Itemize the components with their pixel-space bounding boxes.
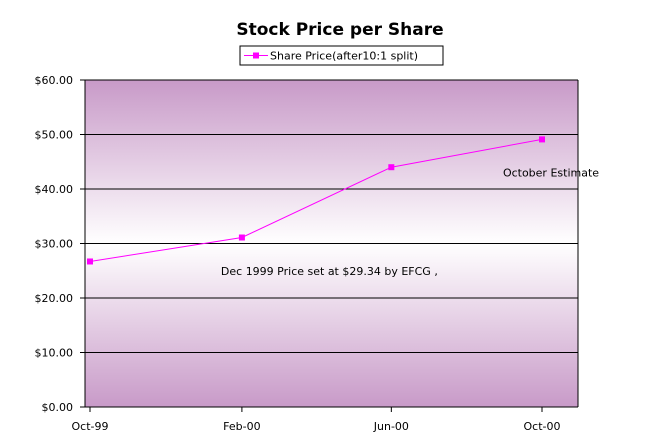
y-tick-label: $30.00 [35, 238, 74, 251]
data-point [388, 164, 395, 171]
y-tick-label: $10.00 [35, 347, 74, 360]
series-line [89, 138, 543, 262]
legend-label: Share Price(after10:1 split) [270, 50, 418, 63]
annotation: October Estimate [503, 167, 599, 180]
legend-marker [253, 52, 259, 59]
y-tick-label: $40.00 [35, 183, 74, 196]
y-tick-label: $0.00 [42, 401, 74, 414]
x-tick-label: Jun-00 [373, 420, 409, 433]
grid [85, 79, 578, 408]
data-point [87, 258, 93, 265]
y-tick-label: $20.00 [35, 292, 74, 305]
annotation: Dec 1999 Price set at $29.34 by EFCG , [221, 265, 438, 278]
series-markers [87, 136, 545, 265]
legend-box [239, 45, 444, 66]
annotations: Dec 1999 Price set at $29.34 by EFCG , Oc… [221, 167, 599, 278]
legend: Share Price(after10:1 split) [239, 45, 444, 66]
data-point [539, 136, 545, 143]
x-axis-ticks: Oct-99 Feb-00 Jun-00 Oct-00 [72, 407, 561, 433]
data-point [238, 234, 245, 241]
x-tick-label: Feb-00 [223, 420, 260, 433]
x-tick-label: Oct-99 [72, 420, 109, 433]
chart-title: Stock Price per Share [236, 20, 443, 40]
x-tick-label: Oct-00 [524, 420, 561, 433]
y-tick-label: $50.00 [35, 129, 74, 142]
y-axis-ticks: $0.00 $10.00 $20.00 $30.00 $40.00 $50.00 $60.0… [35, 74, 85, 414]
y-tick-label: $60.00 [35, 74, 74, 87]
